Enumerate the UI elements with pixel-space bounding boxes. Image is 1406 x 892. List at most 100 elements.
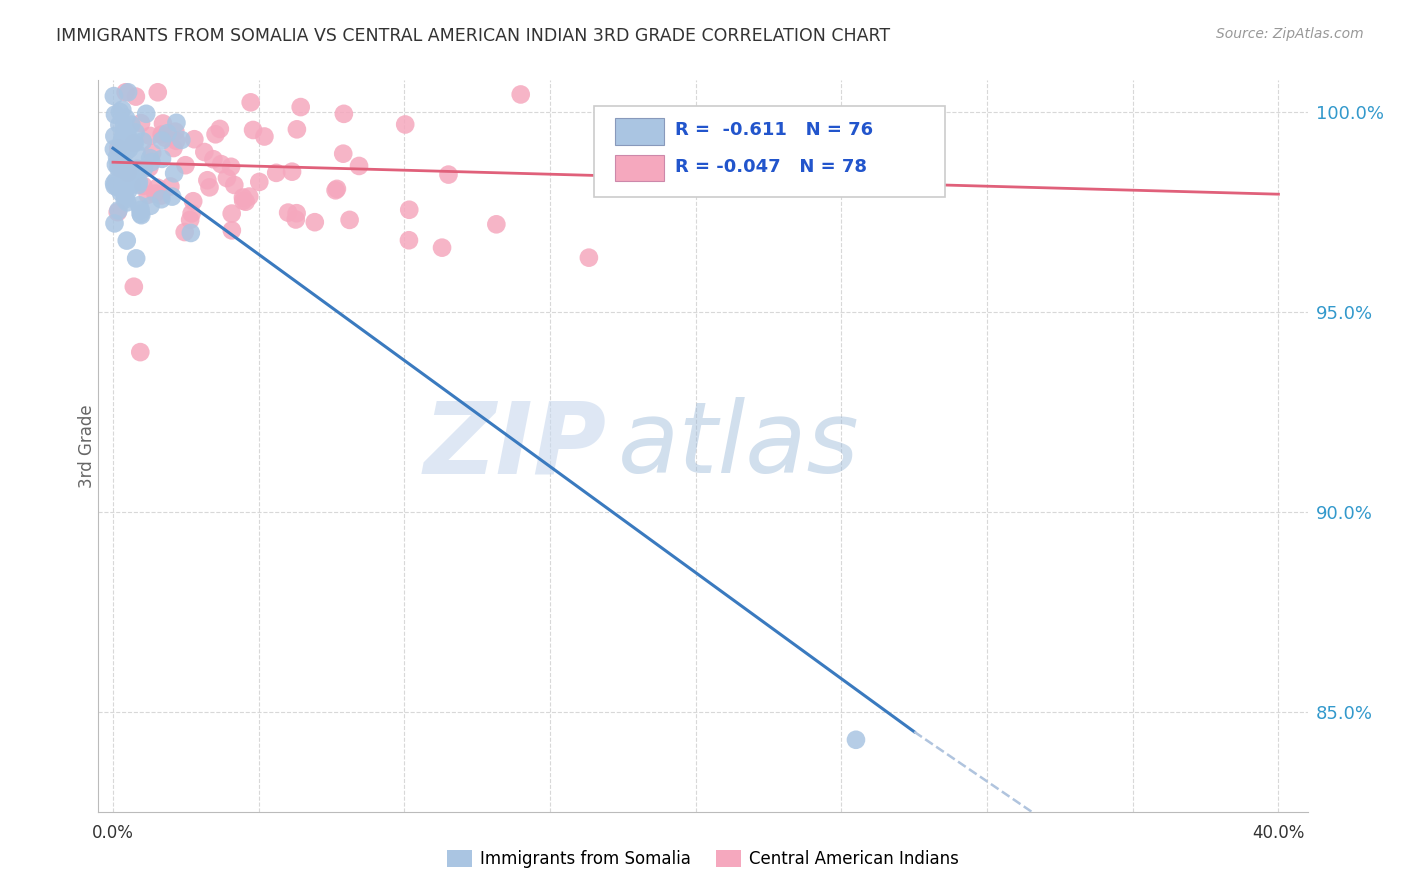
Point	[180, 206, 202, 220]
Point	[127, 161, 149, 176]
Point	[132, 161, 155, 176]
Point	[111, 103, 134, 117]
Point	[232, 194, 254, 208]
Point	[139, 128, 162, 143]
Point	[398, 202, 420, 217]
Point	[111, 142, 134, 156]
Point	[145, 186, 167, 201]
Point	[129, 202, 152, 217]
Point	[135, 107, 157, 121]
Point	[170, 133, 193, 147]
FancyBboxPatch shape	[614, 119, 664, 145]
Point	[333, 107, 356, 121]
Point	[209, 157, 232, 171]
Point	[115, 161, 138, 175]
Point	[485, 217, 508, 231]
Point	[689, 141, 711, 155]
Text: R =  -0.611   N = 76: R = -0.611 N = 76	[675, 121, 873, 139]
Point	[398, 233, 420, 247]
Point	[163, 166, 186, 180]
Point	[129, 208, 152, 222]
Point	[108, 159, 131, 173]
Point	[104, 179, 127, 194]
Point	[118, 142, 141, 156]
Point	[128, 198, 150, 212]
Point	[332, 146, 354, 161]
Point	[578, 251, 600, 265]
Point	[139, 199, 162, 213]
Point	[103, 177, 125, 191]
Point	[129, 116, 152, 130]
Point	[159, 179, 181, 194]
Point	[139, 151, 162, 165]
Point	[132, 178, 155, 193]
Point	[146, 85, 169, 99]
Point	[115, 171, 138, 186]
Point	[325, 183, 347, 197]
Point	[117, 166, 139, 180]
Text: Source: ZipAtlas.com: Source: ZipAtlas.com	[1216, 27, 1364, 41]
Point	[326, 182, 349, 196]
Point	[111, 130, 134, 145]
Point	[121, 178, 143, 192]
Point	[141, 155, 163, 169]
Point	[122, 136, 145, 151]
Point	[174, 158, 197, 172]
Point	[845, 732, 868, 747]
Point	[110, 151, 132, 165]
Point	[111, 134, 134, 148]
Point	[120, 118, 142, 132]
Point	[107, 180, 129, 194]
Point	[150, 128, 173, 142]
Point	[430, 241, 453, 255]
Point	[138, 161, 160, 175]
Point	[114, 193, 136, 207]
Point	[215, 171, 238, 186]
Point	[136, 187, 159, 202]
Point	[112, 173, 135, 187]
Point	[103, 142, 125, 156]
Point	[290, 100, 312, 114]
FancyBboxPatch shape	[614, 155, 664, 181]
Text: ZIP: ZIP	[423, 398, 606, 494]
Point	[112, 137, 135, 152]
Point	[124, 125, 146, 139]
Point	[264, 166, 287, 180]
Point	[304, 215, 326, 229]
Point	[235, 194, 257, 209]
Point	[107, 203, 129, 218]
Point	[181, 194, 204, 209]
Point	[107, 141, 129, 155]
Point	[114, 124, 136, 138]
Point	[247, 175, 270, 189]
Point	[162, 141, 184, 155]
Point	[238, 189, 260, 203]
Point	[122, 135, 145, 149]
Point	[114, 85, 136, 99]
Point	[125, 252, 148, 266]
Point	[437, 168, 460, 182]
Point	[239, 95, 262, 110]
Point	[117, 169, 139, 183]
Text: R = -0.047   N = 78: R = -0.047 N = 78	[675, 158, 868, 176]
Point	[107, 154, 129, 169]
Point	[284, 212, 307, 227]
Point	[110, 161, 132, 176]
Point	[160, 189, 183, 203]
Point	[152, 116, 174, 130]
Point	[114, 190, 136, 204]
Point	[103, 89, 125, 103]
Point	[124, 136, 146, 150]
Point	[104, 158, 127, 172]
Point	[103, 129, 125, 144]
Point	[146, 180, 169, 194]
Point	[347, 159, 370, 173]
Point	[221, 206, 243, 220]
Point	[281, 164, 304, 178]
Point	[173, 225, 195, 239]
Point	[104, 107, 127, 121]
Point	[221, 223, 243, 237]
Text: atlas: atlas	[619, 398, 860, 494]
Point	[277, 205, 299, 219]
Point	[141, 146, 163, 161]
